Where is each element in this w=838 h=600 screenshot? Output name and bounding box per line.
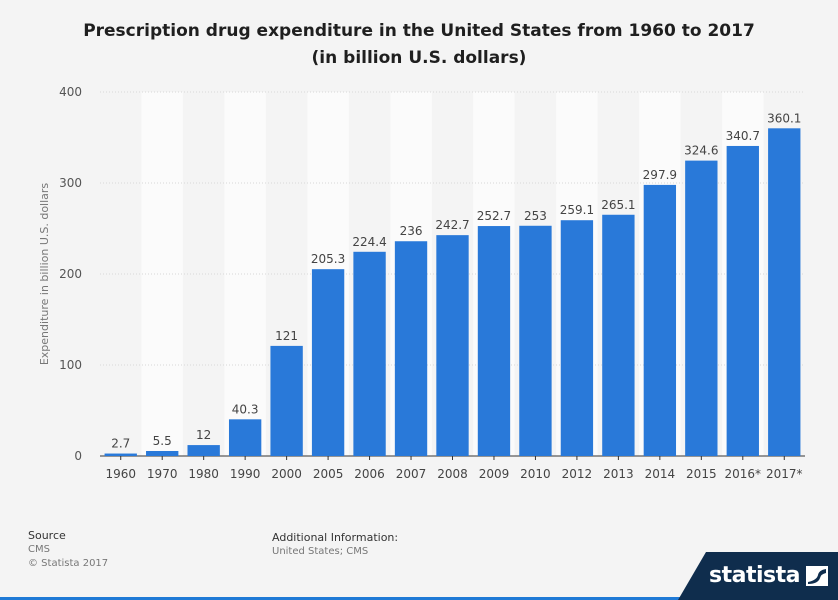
- x-tick-label: 2012: [562, 467, 593, 481]
- additional-info-label: Additional Information:: [272, 531, 399, 544]
- x-tick-label: 2017*: [766, 467, 803, 481]
- column-band: [141, 92, 183, 456]
- data-label: 253: [524, 209, 547, 223]
- source-value: CMS: [28, 544, 50, 555]
- copyright-text: © Statista 2017: [28, 558, 109, 569]
- y-tick-label: 300: [59, 176, 82, 190]
- bar: [187, 445, 220, 456]
- chart-title: Prescription drug expenditure in the Uni…: [0, 18, 838, 72]
- additional-info-value: United States; CMS: [272, 546, 369, 557]
- data-label: 252.7: [477, 209, 511, 223]
- y-tick-label: 400: [59, 85, 82, 99]
- data-label: 2.7: [111, 437, 130, 451]
- x-tick-label: 1980: [188, 467, 219, 481]
- bar: [353, 251, 386, 456]
- bar: [477, 226, 511, 456]
- statista-logo[interactable]: statista: [709, 563, 800, 588]
- data-label: 259.1: [560, 203, 594, 217]
- data-label: 12: [196, 428, 211, 442]
- statista-logo-icon: [806, 566, 828, 586]
- x-tick-label: 1970: [147, 467, 178, 481]
- bar: [602, 214, 635, 456]
- bar: [394, 241, 428, 456]
- data-label: 5.5: [153, 434, 172, 448]
- x-tick-label: 2008: [437, 467, 468, 481]
- x-tick-label: 2000: [271, 467, 302, 481]
- source-label: Source: [28, 529, 66, 542]
- bar: [768, 128, 801, 456]
- x-tick-label: 2016*: [725, 467, 762, 481]
- data-label: 242.7: [435, 218, 469, 232]
- bottom-accent-line: [0, 597, 838, 600]
- bar: [104, 453, 137, 456]
- bar: [311, 269, 345, 456]
- data-label: 297.9: [643, 168, 677, 182]
- chart-title-line2: (in billion U.S. dollars): [311, 48, 527, 68]
- bar: [519, 225, 552, 456]
- x-tick-label: 2005: [313, 467, 344, 481]
- y-tick-label: 100: [59, 358, 82, 372]
- x-tick-label: 1990: [230, 467, 261, 481]
- data-label: 236: [400, 224, 423, 238]
- bar: [146, 450, 179, 456]
- data-label: 340.7: [726, 129, 760, 143]
- y-tick-label: 0: [74, 449, 82, 463]
- bar: [228, 419, 262, 456]
- bar: [685, 160, 718, 456]
- x-tick-label: 2006: [354, 467, 385, 481]
- data-label: 121: [275, 329, 298, 343]
- bar: [270, 345, 303, 456]
- statista-logo-background: [678, 552, 838, 600]
- x-tick-label: 2014: [645, 467, 676, 481]
- bar: [560, 220, 594, 456]
- x-tick-label: 2015: [686, 467, 717, 481]
- bar: [726, 145, 759, 456]
- x-tick-label: 2007: [396, 467, 427, 481]
- x-tick-label: 2010: [520, 467, 551, 481]
- y-axis-label: Expenditure in billion U.S. dollars: [38, 183, 51, 366]
- data-label: 224.4: [352, 235, 386, 249]
- bar: [436, 235, 469, 456]
- source-block: Source CMS © Statista 2017: [28, 529, 108, 571]
- data-label: 205.3: [311, 252, 345, 266]
- x-tick-label: 1960: [105, 467, 136, 481]
- bar: [643, 184, 677, 456]
- chart-title-line1: Prescription drug expenditure in the Uni…: [83, 21, 755, 41]
- data-label: 360.1: [767, 111, 801, 125]
- bar-chart: 0 100 200 300 400 Expenditure in billion U.S.…: [38, 85, 805, 481]
- y-tick-label: 200: [59, 267, 82, 281]
- data-label: 40.3: [232, 402, 259, 416]
- x-tick-label: 2013: [603, 467, 634, 481]
- data-label: 265.1: [601, 198, 635, 212]
- additional-info-block: Additional Information: United States; C…: [272, 531, 398, 559]
- column-band: [224, 92, 266, 456]
- data-label: 324.6: [684, 144, 718, 158]
- x-tick-label: 2009: [479, 467, 510, 481]
